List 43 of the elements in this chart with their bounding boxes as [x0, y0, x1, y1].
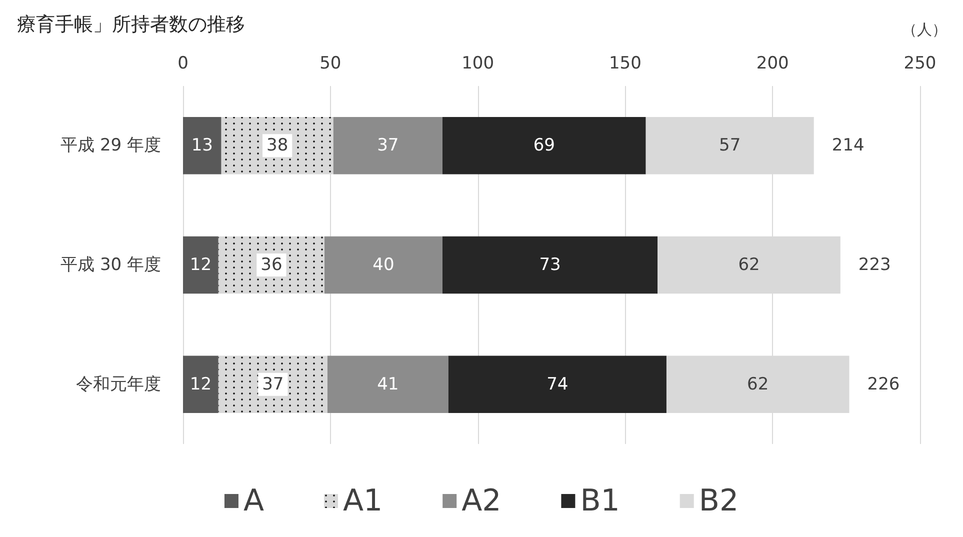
bar: [327, 356, 448, 413]
total-label: 223: [858, 255, 891, 275]
data-label: 37: [377, 136, 399, 156]
data-label: 36: [260, 255, 282, 275]
data-label: 12: [190, 255, 212, 275]
data-label: 69: [533, 136, 555, 156]
data-label: 62: [747, 374, 769, 394]
bar: [442, 236, 658, 294]
x-tick-label: 100: [462, 54, 494, 74]
legend-label: B1: [580, 484, 620, 518]
data-label: 62: [738, 255, 760, 275]
x-tick-label: 50: [320, 54, 342, 74]
data-label: 12: [190, 374, 212, 394]
y-tick-label: 令和元年度: [76, 374, 161, 394]
data-label: 74: [546, 374, 568, 394]
data-label: 41: [377, 374, 399, 394]
data-label: 37: [262, 374, 284, 394]
legend-label: A2: [462, 484, 502, 518]
total-label: 226: [867, 374, 900, 394]
data-label: 73: [539, 255, 561, 275]
total-label: 214: [832, 136, 864, 156]
bar: [183, 236, 218, 294]
data-label: 38: [266, 136, 288, 156]
x-tick-label: 150: [608, 54, 642, 74]
bar: [442, 117, 646, 174]
x-tick-label: 250: [904, 54, 936, 74]
bar: [333, 117, 442, 174]
data-label: 57: [719, 136, 741, 156]
chart-title: 療育手帳」所持者数の推移: [17, 14, 245, 36]
legend-label: B2: [698, 484, 739, 518]
data-label: 40: [372, 255, 394, 275]
bar: [324, 236, 442, 294]
legend-label: A1: [342, 484, 383, 518]
y-tick-label: 平成 30 年度: [60, 255, 161, 275]
legend-label: A: [243, 484, 264, 518]
bar: [183, 117, 222, 174]
bar: [448, 356, 666, 413]
x-axis-title: （人）: [902, 20, 947, 38]
x-tick-label: 0: [178, 54, 188, 74]
bar: [183, 356, 218, 413]
x-tick-label: 200: [756, 54, 789, 74]
y-tick-label: 平成 29 年度: [60, 136, 161, 156]
data-label: 13: [191, 136, 213, 156]
